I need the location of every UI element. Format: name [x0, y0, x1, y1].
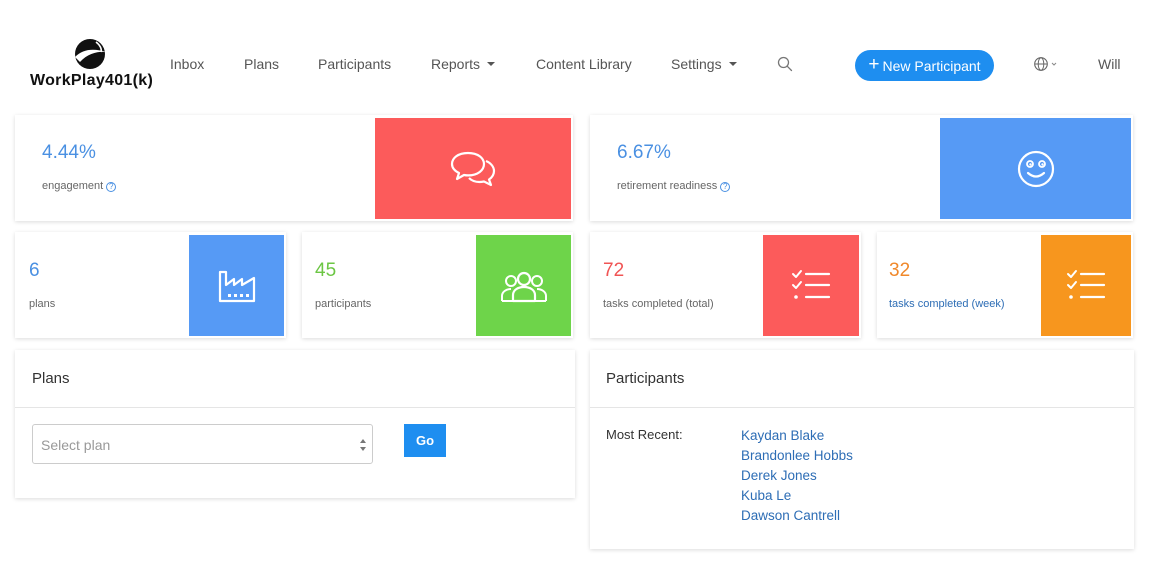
divider: [15, 407, 575, 408]
plans-count: 6: [29, 260, 40, 281]
plans-stat-card: 6 plans: [15, 232, 286, 338]
checklist-icon: [792, 269, 831, 299]
plans-panel-title: Plans: [32, 370, 70, 387]
readiness-label-wrap: retirement readiness?: [617, 180, 731, 192]
tasks-total-card: 72 tasks completed (total): [590, 232, 861, 338]
engagement-tile: [375, 118, 571, 219]
engagement-card: 4.44% engagement?: [15, 115, 573, 221]
recent-participants-list: Kaydan Blake Brandonlee Hobbs Derek Jone…: [741, 426, 853, 526]
select-arrows-icon: [360, 439, 366, 451]
tasks-week-card: 32 tasks completed (week): [877, 232, 1133, 338]
checklist-icon: [1067, 269, 1106, 299]
smiley-icon: [1017, 150, 1054, 187]
users-icon: [500, 271, 547, 302]
nav-reports[interactable]: Reports: [431, 56, 496, 72]
participants-count: 45: [315, 260, 337, 281]
help-icon[interactable]: ?: [720, 182, 731, 192]
user-menu[interactable]: Will: [1098, 56, 1121, 72]
nav-plans[interactable]: Plans: [244, 56, 280, 72]
tasks-total-count: 72: [603, 260, 625, 281]
participant-link[interactable]: Kaydan Blake: [741, 428, 825, 443]
readiness-value: 6.67%: [617, 142, 671, 163]
engagement-label: engagement: [42, 180, 104, 192]
tasks-week-count: 32: [889, 260, 911, 281]
brand-name: WorkPlay401(k): [30, 72, 154, 89]
help-icon[interactable]: ?: [106, 182, 117, 192]
participants-label: participants: [315, 298, 372, 310]
plans-label: plans: [29, 298, 56, 310]
search-icon[interactable]: [777, 56, 793, 72]
caret-down-icon: [728, 62, 737, 67]
nav-content-library[interactable]: Content Library: [536, 56, 632, 72]
nav-settings-label: Settings: [671, 56, 722, 72]
tasks-total-label: tasks completed (total): [603, 298, 714, 310]
new-participant-button[interactable]: + New Participant: [855, 50, 994, 81]
participants-tile: [476, 235, 571, 336]
go-button[interactable]: Go: [404, 424, 446, 457]
globe-language-icon[interactable]: [1033, 56, 1059, 72]
participant-link[interactable]: Derek Jones: [741, 468, 817, 483]
most-recent-label: Most Recent:: [606, 427, 683, 442]
divider: [590, 407, 1134, 408]
plans-panel: Plans Select plan Go: [15, 350, 575, 498]
tasks-week-tile: [1041, 235, 1131, 336]
tasks-total-tile: [763, 235, 859, 336]
plan-select-placeholder: Select plan: [41, 437, 111, 453]
nav-settings[interactable]: Settings: [671, 56, 737, 72]
new-participant-label: New Participant: [882, 57, 981, 74]
engagement-value: 4.44%: [42, 142, 96, 163]
caret-down-icon: [487, 62, 496, 67]
nav-participants[interactable]: Participants: [318, 56, 392, 72]
participants-stat-card: 45 participants: [302, 232, 573, 338]
readiness-tile: [940, 118, 1131, 219]
readiness-label: retirement readiness: [617, 180, 718, 192]
plus-icon: +: [868, 54, 880, 75]
engagement-label-wrap: engagement?: [42, 180, 117, 192]
plan-select[interactable]: Select plan: [32, 424, 373, 464]
participants-panel-title: Participants: [606, 370, 685, 387]
participant-link[interactable]: Kuba Le: [741, 488, 792, 503]
retirement-readiness-card: 6.67% retirement readiness?: [590, 115, 1133, 221]
factory-icon: [218, 270, 255, 302]
logo-mark-icon: [75, 39, 107, 69]
tasks-week-label[interactable]: tasks completed (week): [889, 298, 1005, 310]
participants-panel: Participants Most Recent: Kaydan Blake B…: [590, 350, 1134, 549]
plans-tile: [189, 235, 284, 336]
participant-link[interactable]: Brandonlee Hobbs: [741, 448, 853, 463]
chat-bubbles-icon: [450, 151, 496, 186]
participant-link[interactable]: Dawson Cantrell: [741, 508, 841, 523]
nav-reports-label: Reports: [431, 56, 481, 72]
top-navbar: WorkPlay401(k) Inbox Plans Participants …: [0, 0, 1149, 110]
nav-inbox[interactable]: Inbox: [170, 56, 205, 72]
brand-logo[interactable]: WorkPlay401(k): [30, 38, 155, 98]
